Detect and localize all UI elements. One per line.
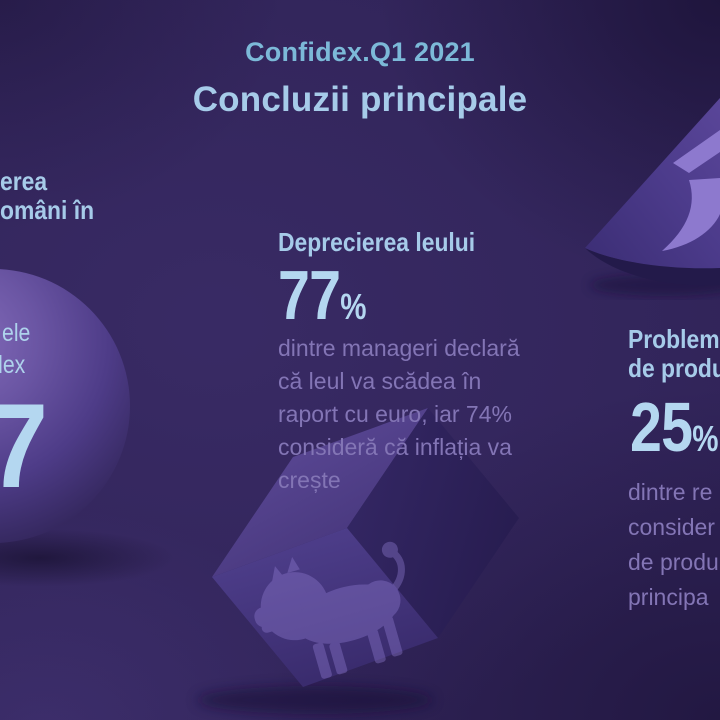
middle-section-heading: Deprecierea leului <box>278 227 476 257</box>
right-heading-line-2: de produ <box>628 353 720 383</box>
page-title: Concluzii principale <box>192 80 528 119</box>
right-body-line-4: principa <box>628 584 709 610</box>
middle-section-body: dintre manageri declară că leul va scăde… <box>278 332 520 497</box>
right-section-body: dintre re consider de produ principa <box>628 475 719 615</box>
right-stat: 25% <box>630 392 718 462</box>
sphere-label-line-1: ele <box>2 319 31 347</box>
middle-stat: 77% <box>278 260 366 330</box>
middle-body-line-3: raport cu euro, iar 74% <box>278 401 512 427</box>
lion-icon <box>254 541 405 679</box>
sphere-label-line-2: dex <box>0 351 26 379</box>
middle-stat-unit: % <box>340 286 367 327</box>
middle-body-line-1: dintre manageri declară <box>278 335 520 361</box>
right-stat-value: 25 <box>630 388 693 466</box>
right-body-line-2: consider <box>628 514 715 540</box>
middle-body-line-5: crește <box>278 467 341 493</box>
left-heading-line-1: erea <box>0 166 48 196</box>
left-section-heading: erea omâni în <box>0 167 94 225</box>
report-name: Confidex.Q1 2021 <box>245 37 475 67</box>
middle-stat-value: 77 <box>278 256 341 334</box>
middle-body-line-2: că leul va scădea în <box>278 368 482 394</box>
right-heading-line-1: Problem <box>628 324 720 354</box>
sphere-shadow <box>0 528 180 588</box>
left-heading-line-2: omâni în <box>0 195 95 225</box>
right-section-heading: Problem de produ <box>628 325 720 383</box>
right-stat-unit: % <box>692 418 719 459</box>
right-body-line-3: de produ <box>628 549 719 575</box>
right-body-line-1: dintre re <box>628 479 713 505</box>
confidex-index-value: 7 <box>0 386 48 506</box>
middle-body-line-4: consideră că inflația va <box>278 434 512 460</box>
